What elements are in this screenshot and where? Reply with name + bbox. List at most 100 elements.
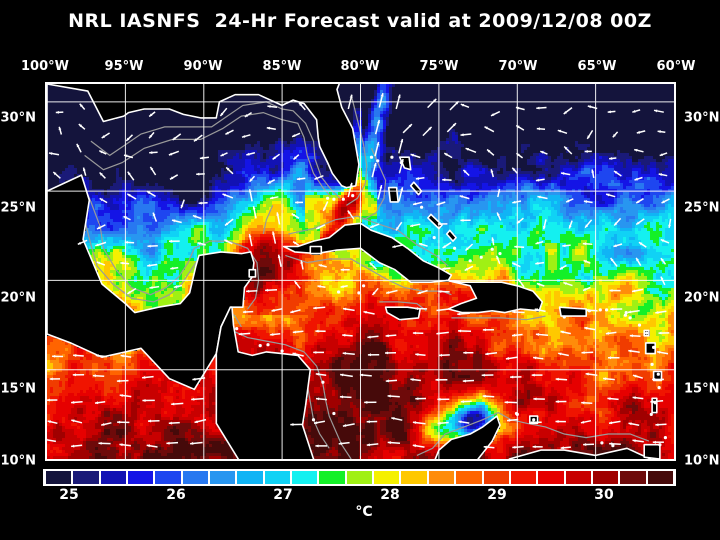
- current-vector-head-29: [342, 424, 347, 427]
- current-vector-head-109: [342, 333, 346, 337]
- current-vector-head-3: [119, 443, 123, 447]
- current-vector-head-257: [314, 176, 318, 180]
- current-vector-head-92: [367, 353, 371, 357]
- current-vector-head-32: [412, 421, 417, 424]
- current-vector-head-251: [170, 176, 174, 180]
- current-vector-head-144: [317, 285, 321, 288]
- colorbar-tick-29: 29: [487, 487, 507, 503]
- island-marker-20: [490, 247, 494, 251]
- current-vector-head-282: [376, 141, 380, 146]
- island-marker-30: [235, 327, 239, 331]
- current-vector-head-65: [72, 373, 76, 377]
- current-vector-head-15: [560, 446, 564, 450]
- current-vector-head-100: [558, 352, 562, 356]
- current-vector-head-24: [148, 419, 152, 423]
- current-vector-head-55: [460, 400, 464, 404]
- current-vector-head-59: [555, 400, 559, 404]
- lon-label-75w: 75°W: [419, 59, 459, 74]
- current-vector-head-47: [171, 402, 175, 406]
- island-marker-36: [321, 380, 325, 384]
- current-vector-head-169: [512, 262, 516, 266]
- current-vector-head-103: [628, 349, 632, 353]
- current-vector-head-314: [557, 129, 562, 133]
- page-title: NRL IASNFS 24-Hr Forecast valid at 2009/…: [68, 10, 652, 32]
- current-vector-head-240: [537, 195, 541, 199]
- current-vector-head-117: [535, 333, 540, 336]
- current-vector-head-217: [568, 225, 572, 229]
- current-vector-head-80: [555, 377, 559, 381]
- current-vector-head-123: [242, 310, 246, 314]
- current-vector-head-86: [73, 354, 77, 357]
- current-vector-head-295: [58, 126, 62, 131]
- current-vector-head-223: [127, 193, 131, 197]
- current-vector-head-164: [340, 268, 344, 272]
- colorbar-cell-0: [45, 471, 73, 484]
- sst-map-plot[interactable]: Surface Temperature: [45, 82, 676, 461]
- lat-label-right-20n: 20°N: [684, 290, 720, 306]
- current-vector-head-269: [634, 177, 638, 181]
- island-marker-4: [652, 345, 656, 349]
- current-vector-head-62: [632, 396, 636, 400]
- bathymetry-contour-7: [285, 254, 452, 296]
- current-vector-head-273: [99, 150, 103, 154]
- island-marker-28: [351, 194, 355, 198]
- current-vector-head-30: [366, 420, 370, 424]
- bathymetry-contour-3: [77, 194, 202, 303]
- current-vector-head-34: [458, 420, 462, 424]
- island-marker-42: [598, 308, 602, 312]
- current-vector-head-98: [505, 356, 510, 360]
- current-vector-head-307: [408, 124, 412, 128]
- island-marker-1: [628, 316, 632, 320]
- current-vector-head-13: [512, 445, 516, 449]
- current-vector-head-320: [79, 103, 83, 108]
- current-vector-head-70: [315, 372, 319, 376]
- coastline-cuba: [282, 222, 453, 283]
- colorbar-cell-6: [209, 471, 237, 484]
- bathymetry-contour-13: [451, 315, 546, 321]
- current-vector-head-239: [512, 200, 516, 204]
- current-vector-head-152: [563, 282, 567, 285]
- current-vector-head-167: [464, 267, 469, 271]
- current-vector-head-196: [639, 242, 643, 246]
- current-vector-head-310: [460, 133, 464, 137]
- current-vector-head-72: [359, 373, 364, 377]
- current-vector-head-107: [292, 330, 296, 334]
- current-vector-head-329: [433, 98, 437, 103]
- current-vector-head-250: [150, 166, 154, 171]
- current-vector-head-140: [173, 285, 178, 289]
- current-vector-head-207: [316, 226, 320, 229]
- current-vector-head-159: [147, 264, 151, 267]
- current-vector-head-63: [650, 400, 654, 404]
- current-vector-head-125: [290, 310, 294, 314]
- current-vector-head-26: [194, 420, 198, 424]
- current-vector-head-151: [536, 283, 541, 286]
- island-marker-26: [332, 197, 336, 201]
- current-vector-head-9: [366, 443, 370, 447]
- current-vector-head-259: [400, 159, 404, 163]
- current-vector-head-229: [270, 196, 274, 200]
- current-vector-head-233: [379, 185, 383, 189]
- current-vector-head-12: [483, 445, 487, 449]
- current-vector-head-89: [292, 352, 296, 356]
- current-vector-head-36: [530, 420, 534, 424]
- lat-label-right-25n: 25°N: [684, 200, 720, 216]
- island-marker-45: [658, 443, 662, 447]
- current-vector-head-325: [299, 102, 303, 106]
- current-vector-head-171: [559, 266, 564, 270]
- colorbar-cell-11: [345, 471, 374, 484]
- current-vector-head-330: [455, 101, 459, 105]
- current-vector-head-104: [657, 350, 661, 354]
- colorbar-cell-16: [482, 471, 510, 484]
- current-vector-head-58: [533, 397, 537, 401]
- current-vector-head-249: [127, 171, 131, 176]
- current-vector-head-137: [655, 311, 659, 314]
- island-marker-7: [657, 386, 661, 390]
- current-vector-head-131: [457, 312, 461, 316]
- current-vector-head-194: [582, 242, 586, 246]
- current-vector-head-147: [386, 291, 390, 294]
- current-vector-head-246: [53, 172, 57, 176]
- current-vector-head-201: [172, 219, 176, 223]
- island-marker-16: [432, 236, 436, 240]
- temperature-colorbar[interactable]: [43, 469, 676, 486]
